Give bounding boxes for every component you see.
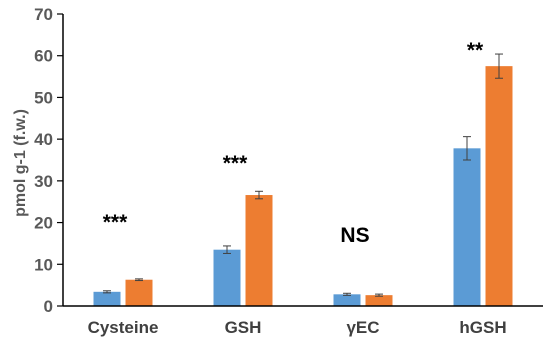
y-tick-label: 50 bbox=[34, 88, 53, 107]
bars bbox=[93, 66, 513, 307]
x-category-label: hGSH bbox=[459, 318, 506, 337]
y-axis-ticks: 0 10 20 30 40 50 60 70 bbox=[34, 5, 63, 316]
x-category-label: Cysteine bbox=[88, 318, 159, 337]
y-tick-label: 40 bbox=[34, 130, 53, 149]
bar bbox=[485, 66, 513, 307]
y-tick-label: 0 bbox=[44, 297, 53, 316]
significance-labels: *** *** NS ** bbox=[103, 39, 484, 247]
y-tick-label: 10 bbox=[34, 255, 53, 274]
bar bbox=[93, 291, 121, 306]
error-bars bbox=[103, 53, 503, 297]
significance-label: *** bbox=[103, 211, 128, 234]
x-category-label: GSH bbox=[225, 318, 262, 337]
bar bbox=[125, 279, 153, 306]
bar bbox=[213, 249, 241, 306]
significance-label: *** bbox=[223, 152, 248, 175]
x-category-label: γEC bbox=[346, 318, 379, 337]
x-axis-categories: Cysteine GSH γEC hGSH bbox=[88, 318, 507, 337]
y-tick-label: 20 bbox=[34, 214, 53, 233]
y-axis-label: pmol g-1 (f.w.) bbox=[12, 109, 29, 217]
bar bbox=[245, 195, 273, 306]
significance-label: ** bbox=[467, 39, 484, 62]
bar bbox=[333, 294, 361, 306]
y-tick-label: 60 bbox=[34, 47, 53, 66]
bar bbox=[365, 295, 393, 306]
bar bbox=[453, 148, 481, 306]
y-tick-label: 70 bbox=[34, 5, 53, 24]
y-tick-label: 30 bbox=[34, 172, 53, 191]
significance-label: NS bbox=[340, 224, 369, 247]
